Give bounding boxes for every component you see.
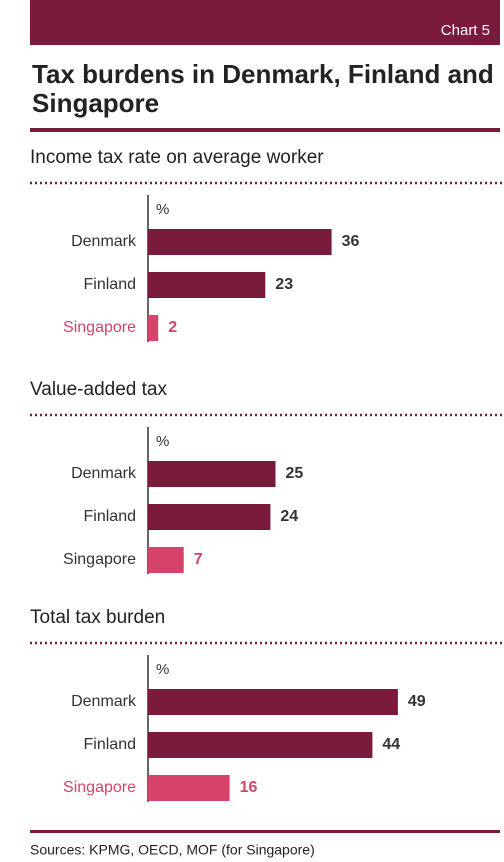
- unit-label: %: [156, 661, 169, 678]
- bar: [148, 461, 276, 487]
- bar: [148, 315, 159, 341]
- category-label: Finland: [84, 736, 136, 753]
- value-label: 7: [194, 551, 203, 568]
- panel-subtitle: Total tax burden: [30, 607, 165, 628]
- bar: [148, 229, 332, 255]
- bar: [148, 547, 184, 573]
- unit-label: %: [156, 433, 169, 450]
- footer-rule: [30, 830, 500, 833]
- category-label: Singapore: [63, 779, 136, 796]
- category-label: Finland: [84, 508, 136, 525]
- header-band: [30, 0, 500, 45]
- unit-label: %: [156, 201, 169, 218]
- panel-subtitle: Value-added tax: [30, 379, 167, 400]
- bar: [148, 504, 271, 530]
- value-label: 36: [342, 233, 360, 250]
- title-rule: [30, 128, 500, 132]
- category-label: Denmark: [71, 465, 137, 482]
- value-label: 24: [280, 508, 298, 525]
- category-label: Finland: [84, 276, 136, 293]
- value-label: 16: [240, 779, 258, 796]
- panel-subtitle: Income tax rate on average worker: [30, 147, 324, 168]
- value-label: 23: [275, 276, 293, 293]
- chart-tag: Chart 5: [441, 22, 490, 39]
- category-label: Singapore: [63, 319, 136, 336]
- category-label: Denmark: [71, 693, 137, 710]
- value-label: 44: [382, 736, 400, 753]
- bar: [148, 732, 373, 758]
- value-label: 49: [408, 693, 426, 710]
- category-label: Singapore: [63, 551, 136, 568]
- chart-title: Tax burdens in Denmark, Finland and Sing…: [32, 59, 494, 118]
- value-label: 2: [168, 319, 177, 336]
- bar: [148, 272, 266, 298]
- category-label: Denmark: [71, 233, 137, 250]
- source: Sources: KPMG, OECD, MOF (for Singapore): [30, 842, 315, 858]
- value-label: 25: [286, 465, 304, 482]
- bar: [148, 689, 398, 715]
- bar: [148, 775, 230, 801]
